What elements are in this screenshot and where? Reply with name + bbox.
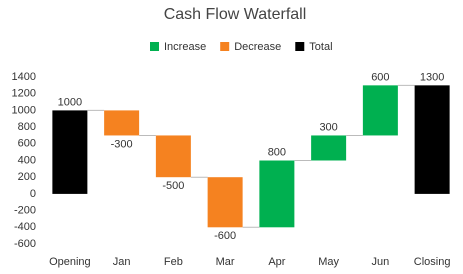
bar <box>414 85 450 194</box>
bar <box>362 85 398 136</box>
y-tick-label: 400 <box>18 154 36 166</box>
y-tick-label: 200 <box>18 171 36 183</box>
legend-label: Increase <box>164 41 206 53</box>
value-label: -500 <box>162 180 184 192</box>
x-tick-label: Jan <box>113 256 131 268</box>
y-tick-label: -200 <box>14 205 36 217</box>
legend-swatch <box>150 42 159 51</box>
legend-swatch <box>220 42 230 51</box>
x-tick-label: Jun <box>372 256 390 268</box>
chart-title: Cash Flow Waterfall <box>164 6 307 23</box>
bar <box>259 160 295 228</box>
value-label: 600 <box>371 71 389 83</box>
value-label: 800 <box>268 146 286 158</box>
legend-swatch <box>295 42 305 51</box>
y-tick-label: 0 <box>30 188 36 200</box>
x-tick-label: Mar <box>216 256 235 268</box>
x-tick-label: Apr <box>268 256 285 268</box>
x-tick-label: May <box>318 256 339 268</box>
y-tick-label: 1000 <box>12 104 36 116</box>
x-tick-label: Closing <box>414 256 451 268</box>
y-tick-label: 600 <box>18 138 36 150</box>
y-tick-label: -600 <box>14 238 36 250</box>
y-tick-label: 800 <box>18 121 36 133</box>
value-label: 1300 <box>420 71 444 83</box>
y-tick-label: 1400 <box>12 71 36 83</box>
bar <box>207 177 243 228</box>
value-label: 300 <box>319 121 337 133</box>
bar <box>311 135 347 161</box>
bar <box>155 135 191 178</box>
value-label: -300 <box>111 138 133 150</box>
legend-label: Decrease <box>234 41 281 53</box>
y-tick-label: 1200 <box>12 88 36 100</box>
bar <box>104 110 140 136</box>
value-label: -600 <box>214 230 236 242</box>
x-tick-label: Opening <box>49 256 91 268</box>
legend-label: Total <box>309 41 332 53</box>
x-tick-label: Feb <box>164 256 183 268</box>
bar <box>52 110 88 194</box>
value-label: 1000 <box>58 96 82 108</box>
y-tick-label: -400 <box>14 221 36 233</box>
